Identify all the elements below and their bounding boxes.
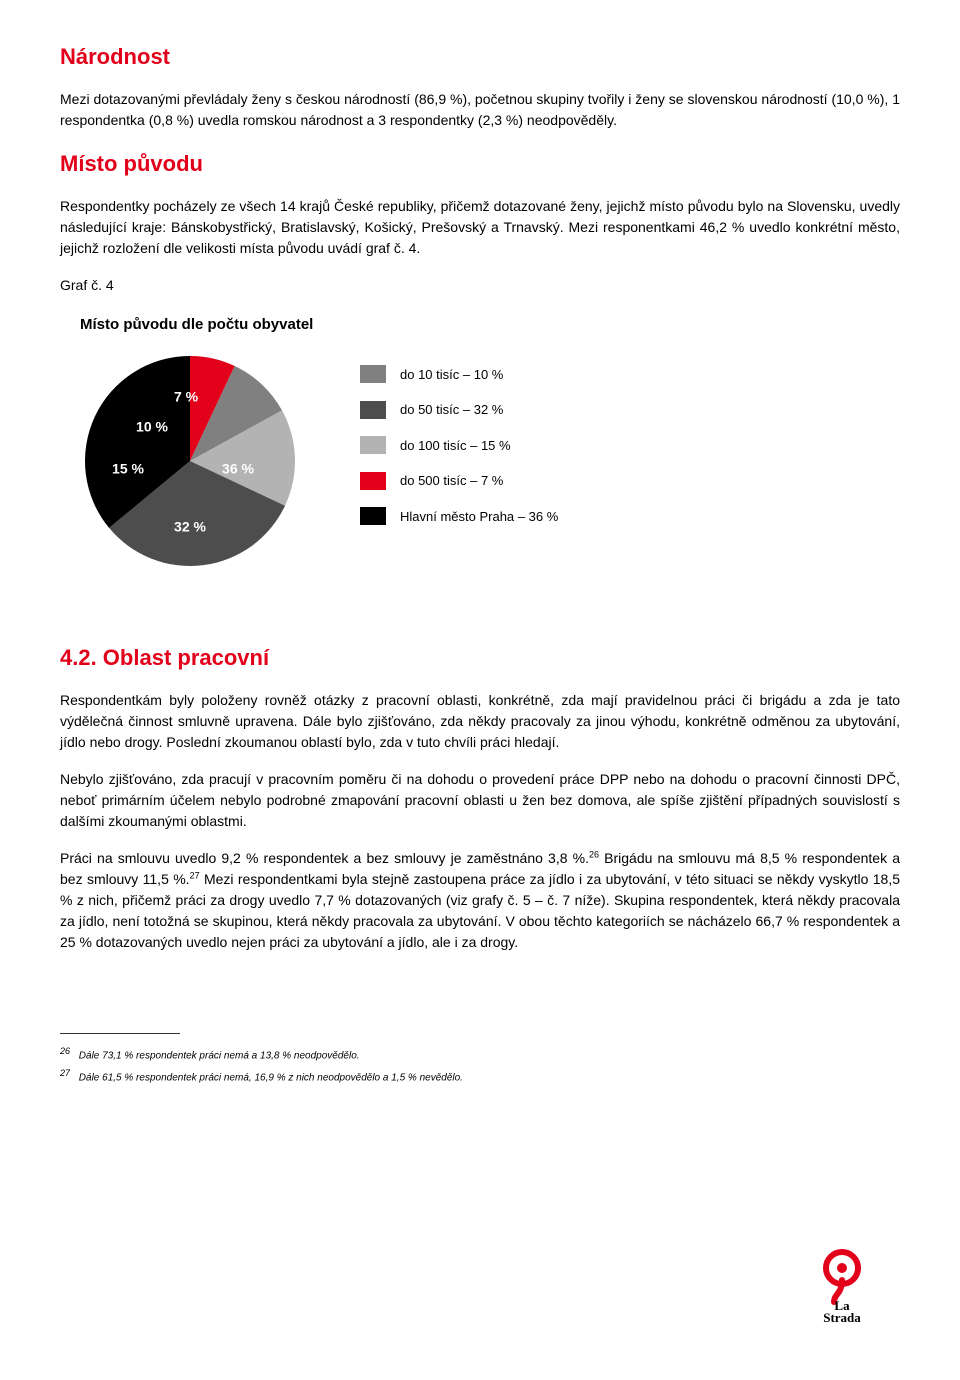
legend-swatch	[360, 472, 386, 490]
footnote-rule	[60, 1033, 180, 1040]
heading-narodnost: Národnost	[60, 40, 900, 73]
footnote-text: Dále 61,5 % respondentek práci nemá, 16,…	[79, 1072, 463, 1083]
legend-row: do 100 tisíc – 15 %	[360, 436, 558, 456]
paragraph-pracovni-2: Nebylo zjišťováno, zda pracují v pracovn…	[60, 769, 900, 832]
pie-legend: do 10 tisíc – 10 % do 50 tisíc – 32 % do 1…	[360, 365, 558, 543]
footnote-text: Dále 73,1 % respondentek práci nemá a 13…	[79, 1050, 360, 1061]
legend-row: do 50 tisíc – 32 %	[360, 400, 558, 420]
chart-container: 10 %32 %15 %7 %36 % do 10 tisíc – 10 %do…	[80, 351, 900, 571]
paragraph-narodnost: Mezi dotazovanými převládaly ženy s česk…	[60, 89, 900, 131]
paragraph-pracovni-1: Respondentkám byly položeny rovněž otázk…	[60, 690, 900, 753]
legend-row: do 500 tisíc – 7 %	[360, 471, 558, 491]
footnotes: 26 Dále 73,1 % respondentek práci nemá a…	[60, 1044, 900, 1087]
footnote-num: 26	[60, 1046, 70, 1056]
legend-swatch	[360, 401, 386, 419]
legend-label: do 10 tisíc – 10 %	[400, 365, 503, 385]
footnote-26: 26 Dále 73,1 % respondentek práci nemá a…	[60, 1044, 900, 1064]
page: { "headings": { "h1": "Národnost", "h2":…	[60, 40, 900, 1340]
pie-slice-label: 7 %	[174, 386, 198, 407]
footnote-ref-27: 27	[190, 870, 200, 880]
legend-row: Hlavní město Praha – 36 %	[360, 507, 558, 527]
pie-slice-label: 15 %	[112, 458, 144, 479]
paragraph-pracovni-3: Práci na smlouvu uvedlo 9,2 % respondent…	[60, 848, 900, 953]
heading-oblast-pracovni: 4.2. Oblast pracovní	[60, 641, 900, 674]
footnote-ref-26: 26	[589, 849, 599, 859]
pie-slice-label: 32 %	[174, 516, 206, 537]
text-run: Práci na smlouvu uvedlo 9,2 % respondent…	[60, 850, 589, 866]
legend-row: do 10 tisíc – 10 %	[360, 365, 558, 385]
la-strada-logo: La Strada	[812, 1246, 872, 1322]
legend-swatch	[360, 436, 386, 454]
heading-misto-puvodu: Místo původu	[60, 147, 900, 180]
chart-title: Místo původu dle počtu obyvatel	[80, 314, 900, 337]
svg-text:Strada: Strada	[823, 1310, 861, 1322]
legend-swatch	[360, 365, 386, 383]
pie-slice-label: 10 %	[136, 416, 168, 437]
legend-label: do 100 tisíc – 15 %	[400, 436, 511, 456]
legend-label: do 500 tisíc – 7 %	[400, 471, 503, 491]
footnote-27: 27 Dále 61,5 % respondentek práci nemá, …	[60, 1066, 900, 1086]
graf-label: Graf č. 4	[60, 275, 900, 296]
footnote-num: 27	[60, 1068, 70, 1078]
legend-swatch	[360, 507, 386, 525]
paragraph-misto-puvodu: Respondentky pocházely ze všech 14 krajů…	[60, 196, 900, 259]
legend-label: Hlavní město Praha – 36 %	[400, 507, 558, 527]
pie-chart: 10 % 32 % 15 % 7 % 36 %	[80, 351, 300, 571]
pie-slice-label: 36 %	[222, 458, 254, 479]
legend-label: do 50 tisíc – 32 %	[400, 400, 503, 420]
